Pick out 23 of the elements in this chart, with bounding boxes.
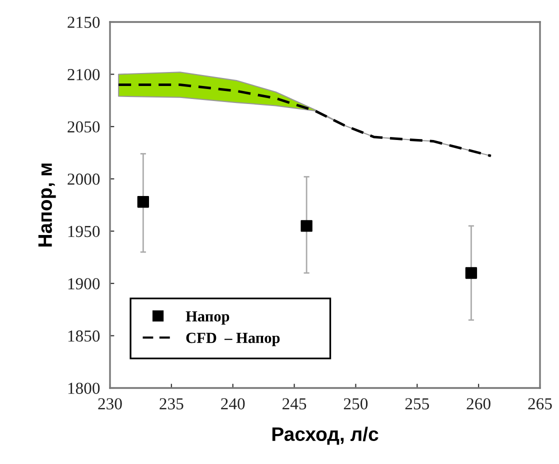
x-tick-label: 240 xyxy=(221,398,245,410)
y-tick-label: 1950 xyxy=(68,226,100,238)
y-tick-label: 2100 xyxy=(68,68,100,80)
y-tick-label: 2050 xyxy=(68,121,100,133)
x-tick-label: 235 xyxy=(160,398,184,410)
point xyxy=(137,196,150,208)
legend-label: CFD – Напор xyxy=(186,332,280,346)
y-tick-label: 1800 xyxy=(68,382,100,394)
x-axis-title: Расход, л/с xyxy=(272,426,378,445)
y-tick-label: 2150 xyxy=(68,16,100,28)
x-tick-label: 255 xyxy=(405,398,429,410)
y-tick-label: 1850 xyxy=(68,330,100,342)
x-tick-label: 260 xyxy=(466,398,490,410)
y-tick-label: 1900 xyxy=(68,278,100,290)
y-axis-title: Напор, м xyxy=(38,164,56,246)
y-tick-label: 2000 xyxy=(68,174,100,185)
x-tick-label: 230 xyxy=(98,398,122,410)
x-tick-label: 265 xyxy=(528,398,552,410)
point xyxy=(300,220,312,232)
x-tick-label: 250 xyxy=(344,398,368,410)
point xyxy=(465,267,478,279)
legend-label: Напор xyxy=(186,311,230,325)
x-tick-label: 245 xyxy=(282,398,306,410)
